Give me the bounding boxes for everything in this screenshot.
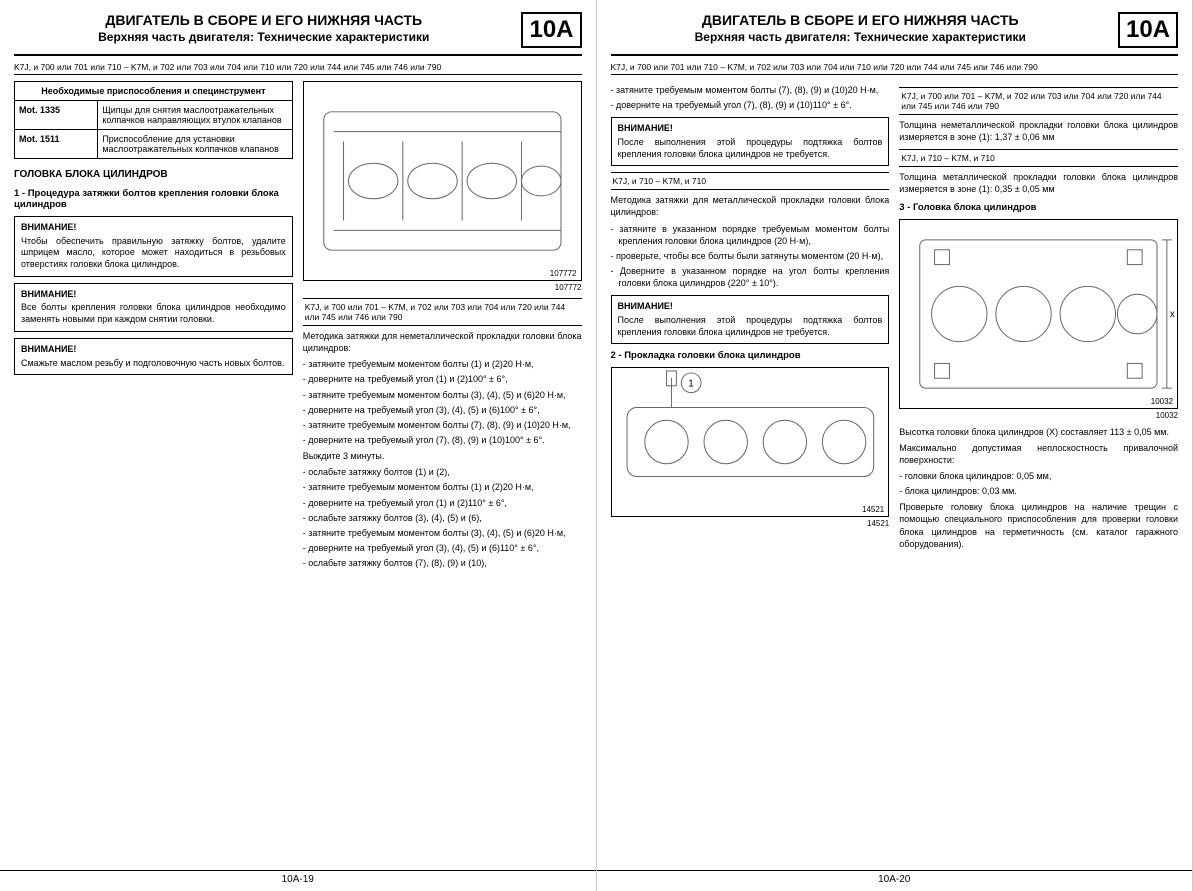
warning-box: ВНИМАНИЕ! Все болты крепления головки бл… bbox=[14, 283, 293, 332]
header-code: 10A bbox=[521, 12, 581, 48]
page-footer: 10A-20 bbox=[597, 870, 1193, 885]
warning-text: Смажьте маслом резьбу и подголовочную ча… bbox=[21, 358, 284, 368]
warning-text: Все болты крепления головки блока цилинд… bbox=[21, 302, 286, 324]
header-title: ДВИГАТЕЛЬ В СБОРЕ И ЕГО НИЖНЯЯ ЧАСТЬ bbox=[611, 12, 1110, 28]
engine-line: K7J, и 700 или 701 или 710 – K7M, и 702 … bbox=[14, 60, 582, 75]
engine-code-box: K7J, и 710 – K7M, и 710 bbox=[899, 149, 1178, 167]
step: - ослабьте затяжку болтов (7), (8), (9) … bbox=[303, 557, 582, 569]
method-intro: Методика затяжки для металлической прокл… bbox=[611, 194, 890, 218]
page-header: ДВИГАТЕЛЬ В СБОРЕ И ЕГО НИЖНЯЯ ЧАСТЬ Вер… bbox=[14, 12, 582, 56]
page-right: ДВИГАТЕЛЬ В СБОРЕ И ЕГО НИЖНЯЯ ЧАСТЬ Вер… bbox=[597, 0, 1193, 891]
check-text: Проверьте головку блока цилиндров на нал… bbox=[899, 501, 1178, 550]
step: - затяните требуемым моментом болты (7),… bbox=[303, 419, 582, 431]
gasket-diagram-icon: 1 bbox=[612, 368, 889, 516]
svg-text:1: 1 bbox=[688, 379, 693, 390]
step: - затяните требуемым моментом болты (3),… bbox=[303, 389, 582, 401]
table-row: Mot. 1511 Приспособление для установки м… bbox=[15, 130, 293, 159]
step: - доверните на требуемый угол (3), (4), … bbox=[303, 542, 582, 554]
figure-caption: 107772 bbox=[303, 283, 582, 292]
thickness-text: Толщина неметаллической прокладки головк… bbox=[899, 119, 1178, 143]
step: - затяните в указанном порядке требуемым… bbox=[611, 223, 890, 247]
engine-line: K7J, и 700 или 701 или 710 – K7M, и 702 … bbox=[611, 60, 1179, 75]
engine-code-box: K7J, и 700 или 701 – K7M, и 702 или 703 … bbox=[899, 87, 1178, 115]
header-title: ДВИГАТЕЛЬ В СБОРЕ И ЕГО НИЖНЯЯ ЧАСТЬ bbox=[14, 12, 513, 28]
svg-text:x: x bbox=[1170, 309, 1175, 320]
header-code: 10A bbox=[1118, 12, 1178, 48]
flatness-intro: Максимально допустимая неплоскостность п… bbox=[899, 442, 1178, 466]
warning-label: ВНИМАНИЕ! bbox=[21, 289, 286, 301]
wait-text: Выждите 3 минуты. bbox=[303, 450, 582, 462]
figure-caption: 10032 bbox=[899, 411, 1178, 420]
step: - доверните на требуемый угол (1) и (2)1… bbox=[303, 373, 582, 385]
step: - проверьте, чтобы все болты были затяну… bbox=[611, 250, 890, 262]
tool-table: Необходимые приспособления и специнструм… bbox=[14, 81, 293, 159]
right-column: 107772 107772 K7J, и 700 или 701 – K7M, … bbox=[303, 81, 582, 572]
warning-box: ВНИМАНИЕ! Смажьте маслом резьбу и подгол… bbox=[14, 338, 293, 375]
tool-table-header: Необходимые приспособления и специнструм… bbox=[15, 82, 293, 101]
height-text: Высотка головки блока цилиндров (X) сост… bbox=[899, 426, 1178, 438]
warning-label: ВНИМАНИЕ! bbox=[618, 123, 883, 135]
table-row: Mot. 1335 Щипцы для снятия маслоотражате… bbox=[15, 101, 293, 130]
method-intro: Методика затяжки для неметаллической про… bbox=[303, 330, 582, 354]
warning-box: ВНИМАНИЕ! После выполнения этой процедур… bbox=[611, 295, 890, 344]
step: - доверните на требуемый угол (3), (4), … bbox=[303, 404, 582, 416]
figure-head: x 10032 bbox=[899, 219, 1178, 409]
left-column: - затяните требуемым моментом болты (7),… bbox=[611, 81, 890, 554]
warning-text: После выполнения этой процедуры подтяжка… bbox=[618, 315, 883, 337]
step: - затяните требуемым моментом болты (1) … bbox=[303, 481, 582, 493]
figure-engine: 107772 bbox=[303, 81, 582, 281]
engine-code-box: K7J, и 700 или 701 – K7M, и 702 или 703 … bbox=[303, 298, 582, 326]
step: - доверните на требуемый угол (1) и (2)1… bbox=[303, 497, 582, 509]
figure-gasket: 1 14521 bbox=[611, 367, 890, 517]
sub-heading: 2 - Прокладка головки блока цилиндров bbox=[611, 350, 890, 361]
step: - затяните требуемым моментом болты (3),… bbox=[303, 527, 582, 539]
figure-number: 14521 bbox=[862, 505, 884, 514]
step: - затяните требуемым моментом болты (1) … bbox=[303, 358, 582, 370]
warning-label: ВНИМАНИЕ! bbox=[21, 222, 286, 234]
page-footer: 10A-19 bbox=[0, 870, 596, 885]
step: - Доверните в указанном порядке на угол … bbox=[611, 265, 890, 289]
step: - ослабьте затяжку болтов (1) и (2), bbox=[303, 466, 582, 478]
warning-label: ВНИМАНИЕ! bbox=[618, 301, 883, 313]
sub-heading: 3 - Головка блока цилиндров bbox=[899, 202, 1178, 213]
warning-box: ВНИМАНИЕ! Чтобы обеспечить правильную за… bbox=[14, 216, 293, 277]
header-subtitle: Верхняя часть двигателя: Технические хар… bbox=[611, 30, 1110, 44]
page-left: ДВИГАТЕЛЬ В СБОРЕ И ЕГО НИЖНЯЯ ЧАСТЬ Вер… bbox=[0, 0, 597, 891]
step: - затяните требуемым моментом болты (7),… bbox=[611, 84, 890, 96]
step: - доверните на требуемый угол (7), (8), … bbox=[611, 99, 890, 111]
step: - блока цилиндров: 0,03 мм. bbox=[899, 485, 1178, 497]
page-header: ДВИГАТЕЛЬ В СБОРЕ И ЕГО НИЖНЯЯ ЧАСТЬ Вер… bbox=[611, 12, 1179, 56]
engine-code-box: K7J, и 710 – K7M, и 710 bbox=[611, 172, 890, 190]
engine-diagram-icon bbox=[304, 82, 581, 280]
sub-heading: 1 - Процедура затяжки болтов крепления г… bbox=[14, 188, 293, 210]
thickness-text: Толщина металлической прокладки головки … bbox=[899, 171, 1178, 195]
step: - головки блока цилиндров: 0,05 мм, bbox=[899, 470, 1178, 482]
section-heading: ГОЛОВКА БЛОКА ЦИЛИНДРОВ bbox=[14, 169, 293, 180]
left-column: Необходимые приспособления и специнструм… bbox=[14, 81, 293, 572]
step: - доверните на требуемый угол (7), (8), … bbox=[303, 434, 582, 446]
right-column: K7J, и 700 или 701 – K7M, и 702 или 703 … bbox=[899, 81, 1178, 554]
figure-caption: 14521 bbox=[611, 519, 890, 528]
warning-box: ВНИМАНИЕ! После выполнения этой процедур… bbox=[611, 117, 890, 166]
cylinder-head-diagram-icon: x bbox=[900, 220, 1177, 408]
figure-number: 107772 bbox=[550, 269, 577, 278]
warning-text: После выполнения этой процедуры подтяжка… bbox=[618, 137, 883, 159]
step: - ослабьте затяжку болтов (3), (4), (5) … bbox=[303, 512, 582, 524]
header-subtitle: Верхняя часть двигателя: Технические хар… bbox=[14, 30, 513, 44]
figure-number: 10032 bbox=[1151, 397, 1173, 406]
warning-label: ВНИМАНИЕ! bbox=[21, 344, 286, 356]
warning-text: Чтобы обеспечить правильную затяжку болт… bbox=[21, 236, 286, 269]
